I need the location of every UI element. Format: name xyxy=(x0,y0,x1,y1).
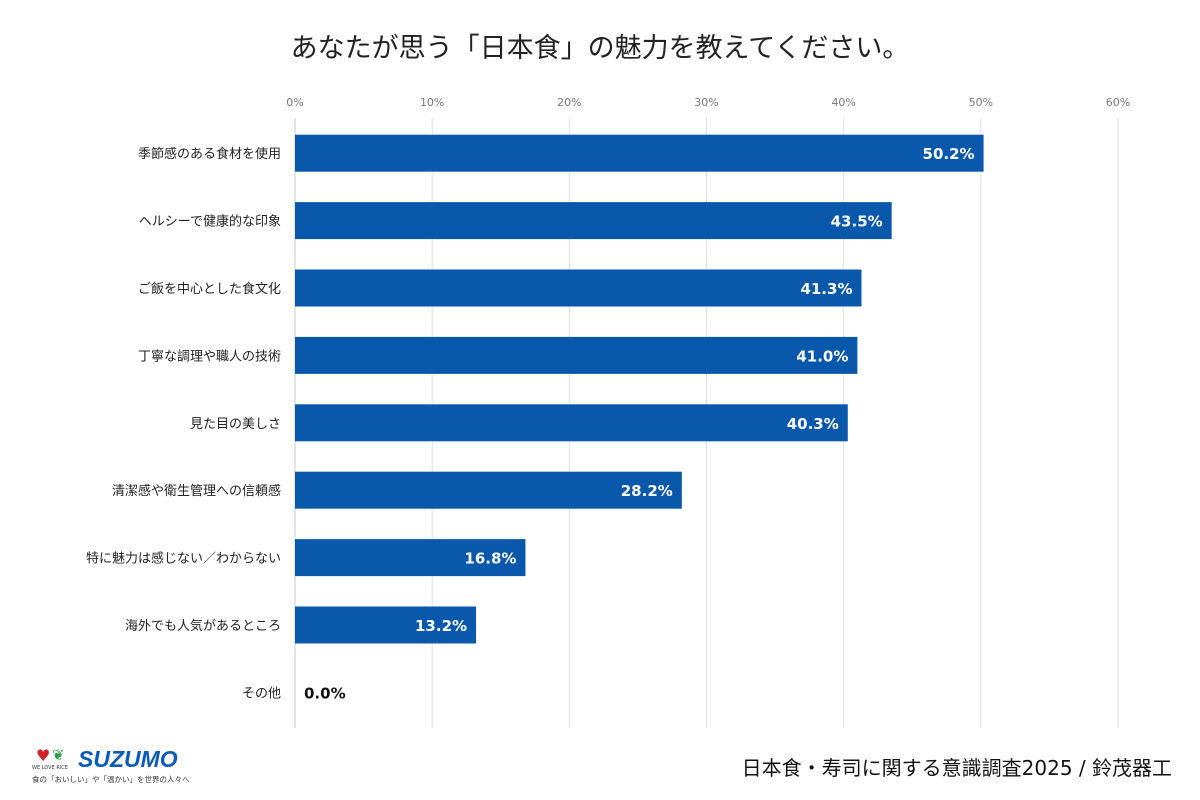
category-label: 海外でも人気があるところ xyxy=(125,618,281,634)
bar xyxy=(295,336,858,374)
logo-sub: WE LOVE RICE xyxy=(32,765,68,771)
source-caption: 日本食・寿司に関する意識調査2025 / 鈴茂器工 xyxy=(741,756,1172,780)
category-label: ヘルシーで健康的な印象 xyxy=(139,214,281,230)
data-label: 50.2% xyxy=(923,145,975,163)
category-label: 丁寧な調理や職人の技術 xyxy=(138,348,281,364)
x-tick-label: 60% xyxy=(1106,96,1130,109)
category-label: 特に魅力は感じない／わからない xyxy=(86,551,281,567)
bar xyxy=(295,202,892,240)
data-label: 40.3% xyxy=(787,415,839,433)
chart-title: あなたが思う「日本食」の魅力を教えてください。 xyxy=(290,33,910,64)
category-label: ご飯を中心とした食文化 xyxy=(138,281,281,297)
data-label: 43.5% xyxy=(831,213,883,231)
category-label: 清潔感や衛生管理への信頼感 xyxy=(112,483,281,499)
data-label: 41.3% xyxy=(800,280,852,298)
x-tick-label: 40% xyxy=(831,96,855,109)
data-label: 28.2% xyxy=(621,482,673,500)
suzumo-logo: ♥ ❦ SUZUMO WE LOVE RICE 食の「おいしい」や「温かい」を世… xyxy=(32,748,202,790)
category-label: その他 xyxy=(242,686,281,701)
data-label: 0.0% xyxy=(304,684,346,702)
data-label: 16.8% xyxy=(464,550,516,568)
bar xyxy=(295,471,682,509)
heart-icon: ♥ xyxy=(36,746,51,765)
data-label: 41.0% xyxy=(796,347,848,365)
logo-brand: SUZUMO xyxy=(78,746,178,772)
x-tick-label: 50% xyxy=(969,96,993,109)
bar xyxy=(295,539,526,577)
leaf-icon: ❦ xyxy=(52,746,65,764)
x-tick-label: 20% xyxy=(557,96,581,109)
x-tick-label: 30% xyxy=(694,96,718,109)
category-label: 季節感のある食材を使用 xyxy=(138,146,281,162)
logo-tagline: 食の「おいしい」や「温かい」を世界の人々へ xyxy=(32,775,190,784)
bar xyxy=(295,269,862,307)
bar xyxy=(295,606,477,644)
bar xyxy=(295,404,848,442)
x-tick-label: 0% xyxy=(286,96,303,109)
bar xyxy=(295,134,984,172)
data-label: 13.2% xyxy=(415,617,467,635)
x-tick-label: 10% xyxy=(420,96,444,109)
category-label: 見た目の美しさ xyxy=(190,417,281,432)
